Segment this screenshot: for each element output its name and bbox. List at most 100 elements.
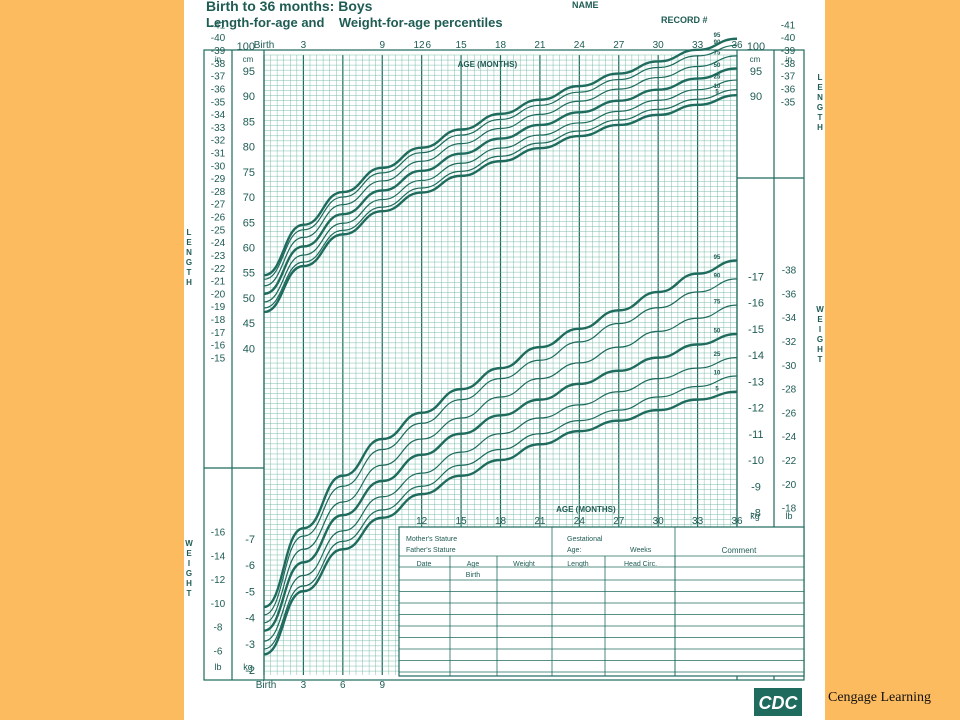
length-inch-tick: -22 — [211, 264, 226, 275]
weight-kg-tick: -7 — [245, 534, 255, 546]
weight-axis-letter-right: T — [818, 355, 823, 364]
weight-axis-letter-right: I — [819, 325, 821, 334]
weight-kg-tick-right: -9 — [751, 481, 761, 493]
age-tick-top: 21 — [534, 40, 546, 51]
length-inch-tick-right: -41 — [781, 20, 796, 31]
age-axis-label-mid: AGE (MONTHS) — [556, 505, 616, 514]
length-inch-tick: -15 — [211, 353, 226, 364]
length-percentile-50-label: 50 — [714, 63, 721, 69]
chart-title-line1: Birth to 36 months: Boys — [206, 0, 373, 14]
length-percentile-75 — [263, 55, 738, 287]
credit-text: Cengage Learning — [828, 690, 932, 705]
length-unit-cm-right: cm — [750, 55, 761, 64]
length-inch-tick: -27 — [211, 200, 226, 211]
weight-percentile-25-label: 25 — [714, 352, 721, 358]
age-tick-mid: 27 — [613, 516, 625, 527]
weight-kg-tick-right: -13 — [748, 376, 764, 388]
length-percentile-25 — [263, 79, 738, 303]
length-percentile-90 — [263, 44, 738, 280]
age-tick-mid: 21 — [534, 516, 546, 527]
weight-percentile-5 — [263, 390, 738, 656]
weight-axis-letter-left: W — [185, 539, 193, 548]
weight-axis-letter-left: I — [188, 559, 190, 568]
length-inch-tick: -21 — [211, 277, 226, 288]
weight-lb-tick-right: -20 — [782, 480, 797, 491]
weight-lb-tick-right: -28 — [782, 385, 797, 396]
chart-title-line2: Length-for-age and Weight-for-age percen… — [206, 15, 503, 30]
age-tick-mid: 36 — [731, 516, 743, 527]
age-tick-mid: 12 — [416, 516, 428, 527]
length-inch-tick: -30 — [211, 161, 226, 172]
length-cm-tick-right: 100 — [747, 41, 765, 53]
gestational-label: Gestational — [567, 536, 603, 543]
weight-lb-tick-right: -18 — [782, 504, 797, 515]
length-inch-tick-right: -35 — [781, 97, 796, 108]
weight-lb-tick-right: -38 — [782, 266, 797, 277]
fathers-stature-label: Father's Stature — [406, 547, 456, 554]
weight-percentile-50 — [263, 332, 738, 632]
weight-kg-tick-right: -14 — [748, 350, 764, 362]
age-tick-mid: 30 — [653, 516, 665, 527]
weight-unit-kg-left: kg — [243, 662, 253, 672]
age-tick-top: Birth — [254, 40, 275, 51]
length-axis-letter-right: E — [817, 83, 823, 92]
length-axis-letter-right: H — [817, 123, 823, 132]
record-column-header: Weight — [513, 561, 535, 568]
length-inch-tick-right: -36 — [781, 84, 796, 95]
weight-percentile-95 — [263, 259, 738, 609]
record-table-lines — [399, 527, 804, 676]
weight-axis-letter-right: W — [816, 305, 824, 314]
weight-kg-tick: -2 — [245, 665, 255, 677]
mothers-stature-label: Mother's Stature — [406, 536, 457, 543]
length-unit-in-left: in — [215, 55, 221, 64]
length-inch-tick: -20 — [211, 289, 226, 300]
length-cm-tick: 55 — [243, 268, 255, 280]
length-inch-tick-right: -39 — [781, 46, 796, 57]
length-axis-letter-left: G — [186, 258, 192, 267]
length-axis-letter-left: E — [186, 238, 192, 247]
weight-kg-tick-right: -10 — [748, 455, 764, 467]
weight-lb-tick-right: -26 — [782, 408, 797, 419]
age-tick-top: 24 — [574, 40, 586, 51]
length-percentile-75-label: 75 — [714, 50, 721, 56]
age-tick-top: 33 — [692, 40, 704, 51]
weight-kg-tick: -5 — [245, 586, 255, 598]
length-cm-tick: 85 — [243, 116, 255, 128]
weight-axis-letter-right: H — [817, 345, 823, 354]
gestational-age-label: Age: — [567, 547, 581, 554]
weight-kg-tick-right: -17 — [748, 271, 764, 283]
length-percentile-50 — [263, 67, 738, 296]
length-percentile-95-label: 95 — [714, 33, 721, 39]
weight-unit-lb-right: lb — [785, 511, 792, 521]
length-inch-tick: -17 — [211, 328, 226, 339]
length-cm-tick: 50 — [243, 293, 255, 305]
weight-lb-tick: -16 — [211, 527, 226, 538]
weight-axis-letter-right: G — [817, 335, 823, 344]
length-cm-tick-right: 95 — [750, 66, 762, 78]
weight-percentile-10-label: 10 — [714, 371, 721, 377]
weight-kg-tick: -4 — [245, 613, 255, 625]
length-axis-letter-right: T — [818, 113, 823, 122]
age-tick-mid: 15 — [456, 516, 468, 527]
length-inch-tick: -16 — [211, 341, 226, 352]
length-inch-tick: -40 — [211, 33, 226, 44]
weight-lb-tick: -6 — [214, 647, 223, 658]
weight-kg-tick-right: -8 — [751, 508, 761, 520]
length-cm-tick: 70 — [243, 192, 255, 204]
length-inch-tick: -36 — [211, 84, 226, 95]
age-axis-label-top: AGE (MONTHS) — [458, 60, 518, 69]
length-inch-tick-right: -40 — [781, 33, 796, 44]
length-unit-in-right: in — [786, 55, 792, 64]
weight-kg-tick-right: -12 — [748, 403, 764, 415]
length-axis-letter-left: L — [187, 228, 192, 237]
length-inch-tick: -39 — [211, 46, 226, 57]
weight-percentile-5-label: 5 — [715, 386, 719, 392]
age-tick-bottom: 9 — [379, 680, 385, 691]
length-cm-tick: 90 — [243, 91, 255, 103]
length-cm-tick: 80 — [243, 142, 255, 154]
length-axis-letter-right: L — [818, 73, 823, 82]
length-inch-tick-right: -38 — [781, 59, 796, 70]
weight-lb-tick-right: -24 — [782, 432, 797, 443]
length-inch-tick: -19 — [211, 302, 226, 313]
age-tick-top: 6 — [425, 40, 431, 51]
